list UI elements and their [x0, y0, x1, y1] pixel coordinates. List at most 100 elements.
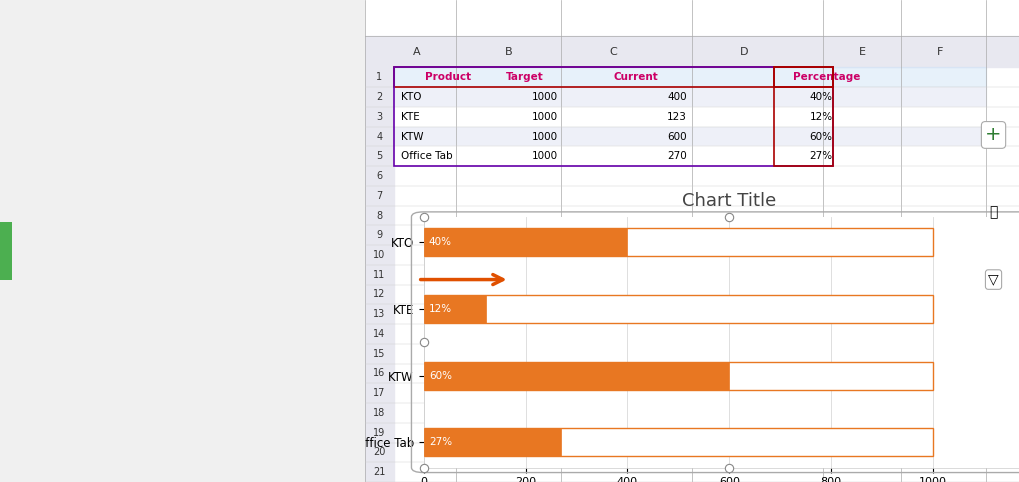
- Text: C: C: [609, 47, 618, 56]
- Bar: [365, 36, 1019, 67]
- Bar: [125, 295, 139, 324]
- Text: 1000: 1000: [532, 132, 557, 142]
- Bar: [365, 186, 394, 206]
- Text: 11: 11: [373, 270, 385, 280]
- Text: ▽: ▽: [988, 272, 999, 287]
- Text: Target: Target: [505, 72, 543, 82]
- Bar: [773, 67, 833, 166]
- Text: ?: ?: [336, 40, 341, 50]
- Bar: [14, 64, 335, 89]
- Bar: [365, 363, 394, 383]
- Bar: [14, 241, 335, 333]
- Text: ↦: ↦: [175, 40, 183, 50]
- Text: 15: 15: [373, 348, 385, 359]
- Text: 123: 123: [666, 112, 687, 122]
- Text: 2: 2: [376, 92, 382, 102]
- Bar: [394, 67, 833, 87]
- Bar: [365, 383, 394, 403]
- Text: 13: 13: [373, 309, 385, 319]
- Text: ✕: ✕: [313, 112, 321, 121]
- Bar: [213, 271, 226, 324]
- Bar: [365, 127, 394, 147]
- Bar: [65, 152, 256, 217]
- Text: KTO: KTO: [400, 92, 421, 102]
- Text: ▾: ▾: [55, 40, 59, 50]
- Text: ✕: ✕: [313, 94, 321, 103]
- Bar: [424, 362, 730, 389]
- Text: Office Tab: Office Tab: [400, 151, 452, 161]
- Bar: [424, 295, 486, 323]
- Bar: [365, 304, 394, 324]
- Text: 40%: 40%: [809, 92, 833, 102]
- Text: 6: 6: [376, 171, 382, 181]
- Text: ≡: ≡: [14, 40, 22, 50]
- Text: 400: 400: [667, 92, 687, 102]
- Text: ∧: ∧: [340, 72, 346, 81]
- Text: 27%: 27%: [809, 151, 833, 161]
- Text: Percentage: Percentage: [794, 72, 861, 82]
- Text: 12%: 12%: [429, 304, 451, 314]
- Bar: [73, 305, 86, 324]
- Bar: [365, 344, 394, 363]
- Text: +: +: [985, 125, 1002, 145]
- Bar: [196, 276, 208, 324]
- Bar: [424, 428, 933, 456]
- Text: 18: 18: [373, 408, 385, 418]
- Bar: [365, 206, 394, 226]
- Text: 14: 14: [373, 329, 385, 339]
- Bar: [7, 345, 351, 458]
- Text: 7: 7: [376, 191, 382, 201]
- Bar: [365, 442, 394, 462]
- Text: ↺: ↺: [256, 40, 264, 50]
- Bar: [394, 67, 833, 166]
- Bar: [394, 107, 986, 127]
- Bar: [365, 423, 394, 442]
- Text: «: «: [331, 8, 340, 23]
- Bar: [91, 302, 103, 324]
- Bar: [394, 87, 986, 107]
- Text: AutoText: AutoText: [30, 9, 92, 22]
- Bar: [65, 417, 120, 428]
- Bar: [65, 435, 248, 446]
- Bar: [65, 435, 107, 446]
- Text: 27%: 27%: [429, 437, 451, 447]
- Bar: [424, 228, 628, 256]
- Bar: [161, 285, 173, 324]
- Bar: [0, 0, 365, 31]
- Bar: [365, 403, 394, 423]
- Text: 4: 4: [376, 132, 382, 142]
- Text: Formulas: Formulas: [30, 112, 81, 121]
- Text: ✕: ✕: [313, 72, 321, 81]
- Text: KTE: KTE: [400, 112, 420, 122]
- Text: 3: 3: [376, 112, 382, 122]
- Text: Clip Arts: Clip Arts: [30, 94, 76, 103]
- Bar: [773, 67, 833, 87]
- Text: 1000: 1000: [532, 92, 557, 102]
- Bar: [424, 428, 561, 456]
- Text: Blue Column: Blue Column: [30, 240, 96, 250]
- Bar: [335, 56, 365, 126]
- Text: 600: 600: [667, 132, 687, 142]
- Text: 20: 20: [373, 447, 385, 457]
- Text: 270: 270: [666, 151, 687, 161]
- Text: F: F: [937, 47, 944, 56]
- Bar: [365, 245, 394, 265]
- Title: Chart Title: Chart Title: [683, 192, 776, 210]
- Bar: [394, 127, 986, 147]
- Text: E: E: [858, 47, 865, 56]
- Text: 19: 19: [373, 428, 385, 438]
- Bar: [14, 135, 335, 227]
- Text: A: A: [414, 47, 421, 56]
- Text: 🖌: 🖌: [989, 205, 998, 219]
- Bar: [65, 380, 189, 391]
- Bar: [365, 324, 394, 344]
- Bar: [55, 366, 273, 451]
- Bar: [365, 147, 394, 166]
- Text: 21: 21: [373, 467, 385, 477]
- Text: Product: Product: [425, 72, 471, 82]
- Bar: [65, 417, 248, 428]
- Text: 16: 16: [373, 368, 385, 378]
- Text: 60%: 60%: [809, 132, 833, 142]
- Bar: [424, 362, 933, 389]
- Bar: [424, 228, 933, 256]
